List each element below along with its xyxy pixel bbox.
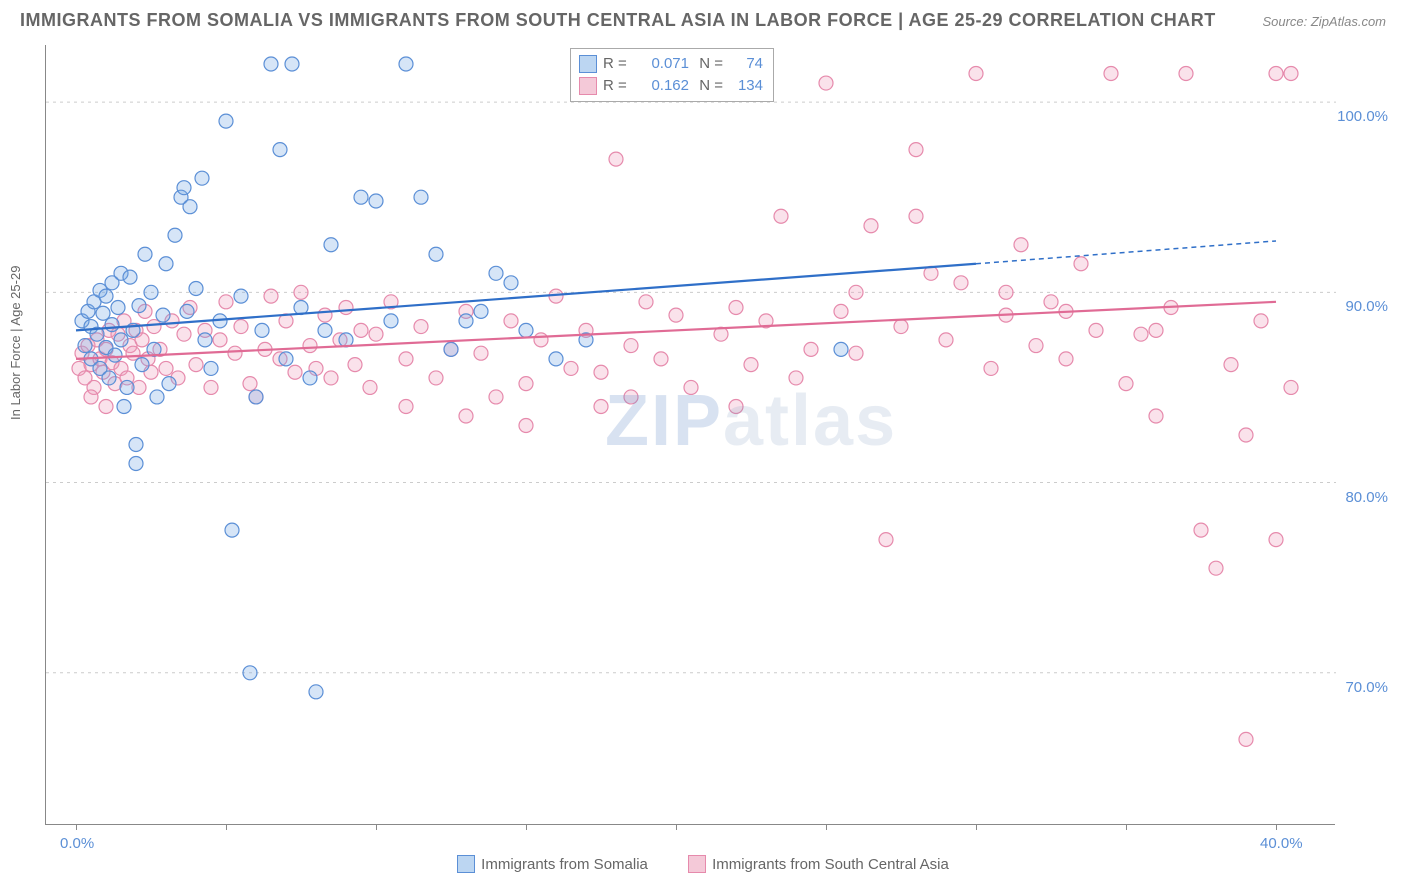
ytick-label: 90.0% bbox=[1345, 298, 1388, 315]
legend-bottom-label-0: Immigrants from Somalia bbox=[481, 856, 648, 873]
chart-title: IMMIGRANTS FROM SOMALIA VS IMMIGRANTS FR… bbox=[20, 10, 1216, 31]
watermark-atlas: atlas bbox=[723, 381, 897, 461]
legend-stats-box: R = 0.071 N = 74 R = 0.162 N = 134 bbox=[570, 48, 774, 102]
watermark-zip: ZIP bbox=[605, 381, 723, 461]
legend-bottom: Immigrants from Somalia Immigrants from … bbox=[0, 855, 1406, 877]
legend-bottom-swatch-0 bbox=[457, 855, 475, 873]
legend-bottom-swatch-1 bbox=[688, 855, 706, 873]
legend-bottom-label-1: Immigrants from South Central Asia bbox=[712, 856, 949, 873]
xtick-mark bbox=[1276, 824, 1277, 830]
legend-bottom-item-1: Immigrants from South Central Asia bbox=[688, 855, 949, 873]
legend-n-value-1: 134 bbox=[729, 75, 763, 97]
ytick-label: 70.0% bbox=[1345, 679, 1388, 696]
y-axis-label: In Labor Force | Age 25-29 bbox=[8, 266, 23, 420]
legend-r-label-0: R = bbox=[603, 53, 633, 75]
xtick-label: 40.0% bbox=[1260, 835, 1303, 852]
legend-bottom-item-0: Immigrants from Somalia bbox=[457, 855, 648, 873]
legend-stats-row-0: R = 0.071 N = 74 bbox=[579, 53, 763, 75]
watermark: ZIPatlas bbox=[605, 380, 897, 462]
legend-swatch-1 bbox=[579, 77, 597, 95]
legend-n-label-1: N = bbox=[695, 75, 723, 97]
legend-n-label-0: N = bbox=[695, 53, 723, 75]
xtick-mark bbox=[376, 824, 377, 830]
legend-r-label-1: R = bbox=[603, 75, 633, 97]
legend-stats-row-1: R = 0.162 N = 134 bbox=[579, 75, 763, 97]
legend-n-value-0: 74 bbox=[729, 53, 763, 75]
xtick-mark bbox=[826, 824, 827, 830]
ytick-label: 80.0% bbox=[1345, 489, 1388, 506]
ytick-label: 100.0% bbox=[1337, 108, 1388, 125]
xtick-mark bbox=[676, 824, 677, 830]
xtick-mark bbox=[226, 824, 227, 830]
legend-swatch-0 bbox=[579, 55, 597, 73]
xtick-label: 0.0% bbox=[60, 835, 94, 852]
legend-r-value-1: 0.162 bbox=[639, 75, 689, 97]
xtick-mark bbox=[526, 824, 527, 830]
xtick-mark bbox=[76, 824, 77, 830]
legend-r-value-0: 0.071 bbox=[639, 53, 689, 75]
source-label: Source: ZipAtlas.com bbox=[1262, 14, 1386, 29]
xtick-mark bbox=[1126, 824, 1127, 830]
xtick-mark bbox=[976, 824, 977, 830]
